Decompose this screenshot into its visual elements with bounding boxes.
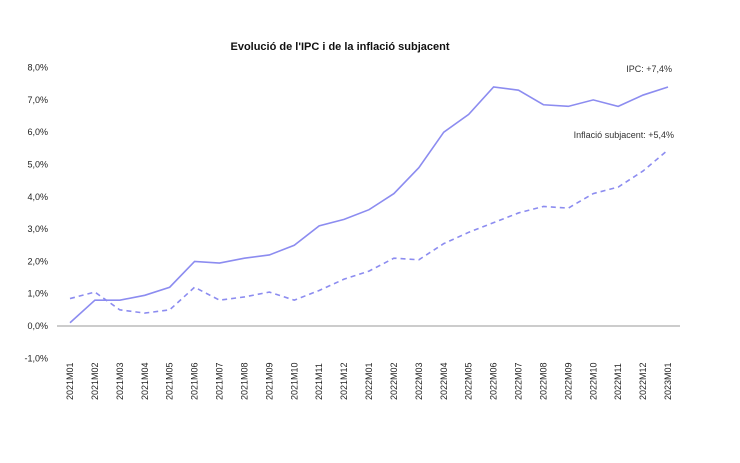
x-tick-label: 2021M09: [264, 362, 274, 400]
y-tick-label: -1,0%: [24, 353, 48, 363]
x-tick-label: 2022M01: [364, 362, 374, 400]
x-tick-label: 2022M07: [514, 362, 524, 400]
x-tick-label: 2022M09: [563, 362, 573, 400]
x-tick-label: 2021M10: [289, 362, 299, 400]
x-tick-label: 2021M02: [90, 362, 100, 400]
y-tick-label: 5,0%: [27, 160, 48, 170]
series-line-inflacio-subjacent: [69, 149, 669, 314]
x-tick-label: 2022M05: [464, 362, 474, 400]
y-axis: -1,0% 0,0% 1,0% 2,0% 3,0% 4,0% 5,0% 6,0% 7,0% 8,0…: [24, 63, 680, 363]
x-tick-label: 2021M11: [314, 363, 324, 400]
y-tick-label: 1,0%: [27, 289, 48, 299]
y-tick-label: 4,0%: [27, 192, 48, 202]
series-line-ipc: [69, 86, 669, 324]
x-tick-label: 2021M07: [215, 362, 225, 400]
y-tick-label: 3,0%: [27, 224, 48, 234]
x-tick-label: 2021M06: [190, 362, 200, 400]
x-tick-label: 2023M01: [663, 362, 673, 400]
x-tick-label: 2021M01: [65, 362, 75, 400]
annotation-subjacent: Inflació subjacent: +5,4%: [574, 130, 674, 140]
x-axis: 2021M01 2021M02 2021M03 2021M04 2021M05 2021M…: [65, 362, 673, 400]
y-tick-label: 2,0%: [27, 256, 48, 266]
x-tick-label: 2022M11: [613, 363, 623, 400]
y-tick-label: 6,0%: [27, 127, 48, 137]
x-tick-label: 2022M03: [414, 362, 424, 400]
series-lines: [69, 86, 669, 324]
y-tick-label: 7,0%: [27, 95, 48, 105]
x-tick-label: 2022M12: [638, 362, 648, 400]
y-tick-label: 0,0%: [27, 321, 48, 331]
x-tick-label: 2022M04: [439, 362, 449, 400]
annotation-ipc: IPC: +7,4%: [626, 64, 672, 74]
chart-title: Evolució de l'IPC i de la inflació subja…: [230, 41, 449, 53]
y-tick-label: 8,0%: [27, 63, 48, 73]
x-tick-label: 2022M06: [489, 362, 499, 400]
x-tick-label: 2022M08: [538, 362, 548, 400]
x-tick-label: 2021M04: [140, 362, 150, 400]
x-tick-label: 2021M12: [339, 362, 349, 400]
x-tick-label: 2021M08: [239, 362, 249, 400]
x-tick-label: 2022M02: [389, 362, 399, 400]
x-tick-label: 2022M10: [588, 362, 598, 400]
x-tick-label: 2021M05: [165, 362, 175, 400]
x-tick-label: 2021M03: [115, 362, 125, 400]
